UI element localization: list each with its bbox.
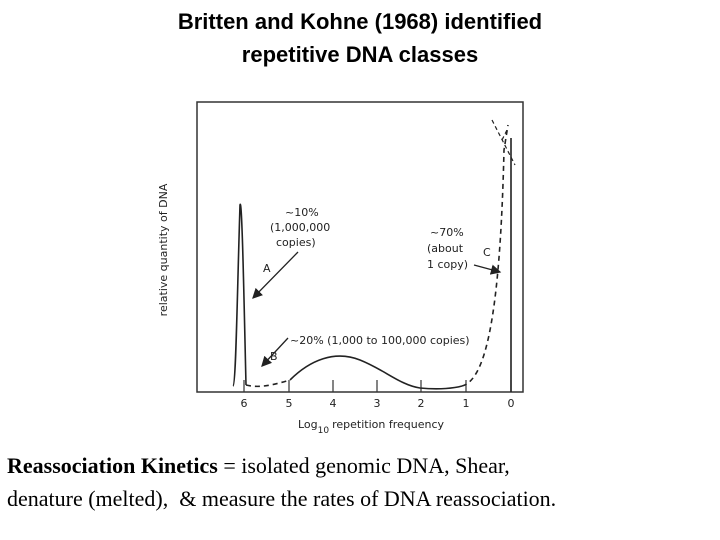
- annotation: (1,000,000: [270, 221, 330, 234]
- x-tick-label: 4: [330, 397, 337, 410]
- x-axis-label: Log10 repetition frequency: [298, 418, 445, 436]
- annotation: ~20% (1,000 to 100,000 copies): [290, 334, 470, 347]
- annotation-letter: B: [270, 350, 278, 363]
- annotation: ~70%: [430, 226, 464, 239]
- break-marks: [491, 119, 516, 166]
- dashed-curve: [461, 124, 509, 387]
- x-tick-label: 2: [418, 397, 425, 410]
- caption-bold: Reassociation Kinetics: [7, 453, 218, 478]
- peak-a: [232, 203, 247, 387]
- dashed-curve: [245, 379, 291, 388]
- x-tick-label: 0: [508, 397, 515, 410]
- x-tick-label: 3: [374, 397, 381, 410]
- annotation-letter: A: [263, 262, 271, 275]
- annotation: ~10%: [285, 206, 319, 219]
- annotation-letter: C: [483, 246, 491, 259]
- annotation: (about: [427, 242, 464, 255]
- x-tick-label: 5: [286, 397, 293, 410]
- annotation: 1 copy): [427, 258, 468, 271]
- arrow: [261, 337, 289, 367]
- hump-b: [289, 355, 463, 390]
- arrow: [252, 251, 299, 299]
- arrow: [473, 264, 502, 275]
- annotation: copies): [276, 236, 316, 249]
- caption-text: = isolated genomic DNA, Shear,: [217, 453, 510, 478]
- y-axis-label: relative quantity of DNA: [157, 183, 170, 316]
- caption-line: Reassociation Kinetics = isolated genomi…: [7, 453, 510, 479]
- x-tick-label: 6: [241, 397, 248, 410]
- title-line: repetitive DNA classes: [241, 42, 479, 67]
- x-tick-label: 1: [463, 397, 470, 410]
- frame: [196, 101, 524, 393]
- caption-line: denature (melted), & measure the rates o…: [7, 486, 557, 511]
- title-line: Britten and Kohne (1968) identified: [177, 9, 543, 34]
